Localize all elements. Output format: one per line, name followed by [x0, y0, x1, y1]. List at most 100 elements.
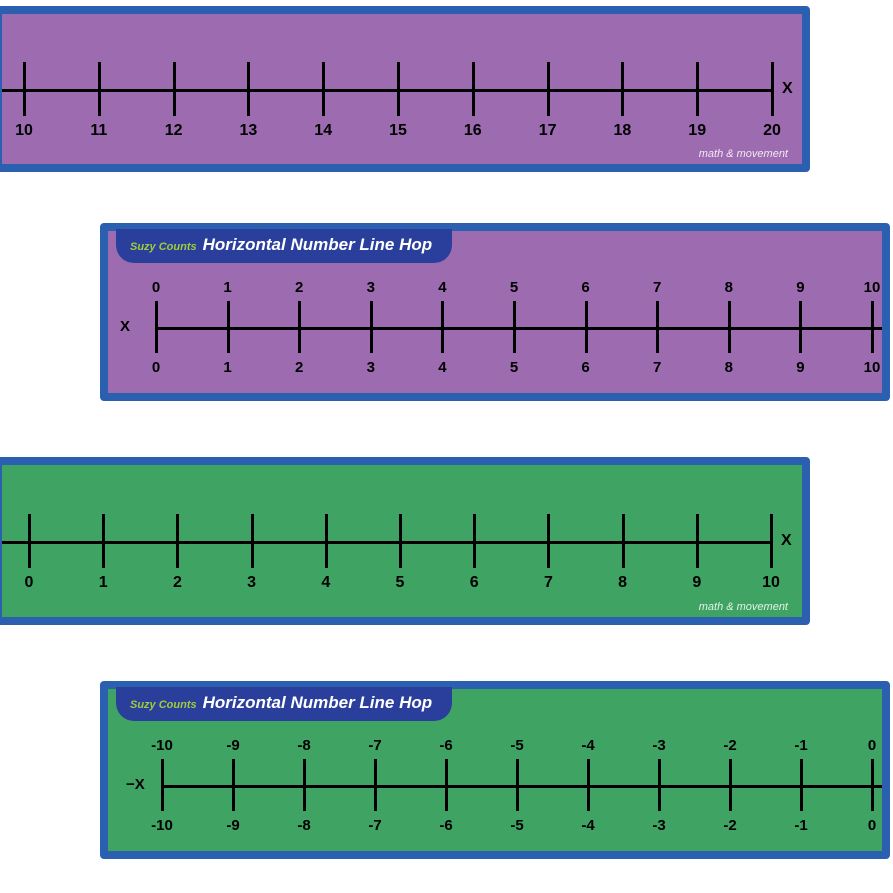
- tick-mark: [585, 301, 588, 353]
- brand-text: math & movement: [699, 601, 788, 613]
- tick-mark: [547, 62, 550, 116]
- tick-label-above: 0: [868, 737, 876, 754]
- tick-mark: [587, 759, 590, 811]
- tick-label-above: -1: [794, 737, 807, 754]
- tick-label-below: -4: [581, 817, 594, 834]
- axis-line: [156, 327, 882, 330]
- tick-label-below: 12: [165, 122, 183, 140]
- tick-mark: [445, 759, 448, 811]
- tick-label-below: 6: [581, 359, 589, 376]
- tick-label-above: 7: [653, 279, 661, 296]
- tick-label-below: 0: [25, 574, 34, 592]
- tick-mark: [771, 62, 774, 116]
- tick-mark: [728, 301, 731, 353]
- tick-label-below: -2: [723, 817, 736, 834]
- tick-label-below: -7: [368, 817, 381, 834]
- tick-label-above: 1: [223, 279, 231, 296]
- title-prefix: Suzy Counts: [130, 241, 197, 253]
- tick-mark: [871, 759, 874, 811]
- tick-mark: [161, 759, 164, 811]
- tick-label-above: 9: [796, 279, 804, 296]
- tick-label-below: 3: [247, 574, 256, 592]
- axis-line: [2, 541, 773, 544]
- tick-mark: [871, 301, 874, 353]
- axis-label: X: [781, 532, 792, 550]
- tick-label-below: 1: [223, 359, 231, 376]
- tick-mark: [696, 514, 699, 568]
- tick-label-above: -9: [226, 737, 239, 754]
- tick-label-below: 7: [544, 574, 553, 592]
- tick-mark: [155, 301, 158, 353]
- tick-label-above: 2: [295, 279, 303, 296]
- tick-label-below: 18: [613, 122, 631, 140]
- tick-label-below: 3: [367, 359, 375, 376]
- tick-mark: [472, 62, 475, 116]
- tick-mark: [370, 301, 373, 353]
- tick-label-above: -3: [652, 737, 665, 754]
- tick-mark: [441, 301, 444, 353]
- tick-mark: [322, 62, 325, 116]
- tick-label-below: 17: [539, 122, 557, 140]
- tick-mark: [251, 514, 254, 568]
- tick-label-below: -3: [652, 817, 665, 834]
- tick-mark: [658, 759, 661, 811]
- tick-label-below: 0: [152, 359, 160, 376]
- tick-label-above: -8: [297, 737, 310, 754]
- number-line-panel: Suzy Counts Horizontal Number Line Hop 0 0 1…: [100, 223, 890, 401]
- title-prefix: Suzy Counts: [130, 699, 197, 711]
- tick-label-below: 16: [464, 122, 482, 140]
- tick-label-above: -6: [439, 737, 452, 754]
- axis-label: −X: [126, 776, 145, 793]
- tick-label-below: 10: [15, 122, 33, 140]
- tick-label-above: 10: [864, 279, 881, 296]
- tick-mark: [516, 759, 519, 811]
- tick-label-below: 5: [396, 574, 405, 592]
- tick-label-below: 1: [99, 574, 108, 592]
- tick-label-below: 7: [653, 359, 661, 376]
- tick-label-below: 11: [90, 122, 107, 140]
- tick-label-below: 6: [470, 574, 479, 592]
- tick-mark: [656, 301, 659, 353]
- title-tab: Suzy Counts Horizontal Number Line Hop: [116, 229, 452, 263]
- tick-label-below: 8: [618, 574, 627, 592]
- tick-mark: [800, 759, 803, 811]
- tick-mark: [298, 301, 301, 353]
- tick-mark: [173, 62, 176, 116]
- tick-mark: [621, 62, 624, 116]
- tick-mark: [374, 759, 377, 811]
- tick-label-below: 15: [389, 122, 407, 140]
- tick-mark: [23, 62, 26, 116]
- tick-mark: [799, 301, 802, 353]
- tick-label-below: 9: [692, 574, 701, 592]
- axis-line: [162, 785, 882, 788]
- tick-label-below: -6: [439, 817, 452, 834]
- tick-label-below: 2: [173, 574, 182, 592]
- tick-label-below: 19: [688, 122, 706, 140]
- tick-mark: [28, 514, 31, 568]
- tick-label-below: 0: [868, 817, 876, 834]
- tick-mark: [399, 514, 402, 568]
- tick-label-above: 8: [725, 279, 733, 296]
- tick-label-below: -9: [226, 817, 239, 834]
- number-line-panel: Suzy CountsHorizontal Number Line Hop -1 0…: [100, 681, 890, 859]
- tick-mark: [325, 514, 328, 568]
- tick-label-above: -2: [723, 737, 736, 754]
- tick-label-below: -5: [510, 817, 523, 834]
- tick-label-below: 13: [239, 122, 257, 140]
- tick-label-below: 5: [510, 359, 518, 376]
- title-text: Horizontal Number Line Hop: [203, 235, 433, 254]
- tick-mark: [622, 514, 625, 568]
- tick-mark: [473, 514, 476, 568]
- title-tab: Suzy CountsHorizontal Number Line Hop: [116, 687, 452, 721]
- tick-label-below: 4: [438, 359, 446, 376]
- tick-label-above: 0: [152, 279, 160, 296]
- tick-label-below: 10: [762, 574, 780, 592]
- number-line-panel: 1011121314151617181920Xmath & movement: [0, 6, 810, 172]
- axis-label: X: [782, 80, 793, 98]
- tick-label-below: 2: [295, 359, 303, 376]
- tick-mark: [176, 514, 179, 568]
- tick-label-above: 4: [438, 279, 446, 296]
- tick-mark: [696, 62, 699, 116]
- tick-mark: [227, 301, 230, 353]
- axis-line: [2, 89, 774, 92]
